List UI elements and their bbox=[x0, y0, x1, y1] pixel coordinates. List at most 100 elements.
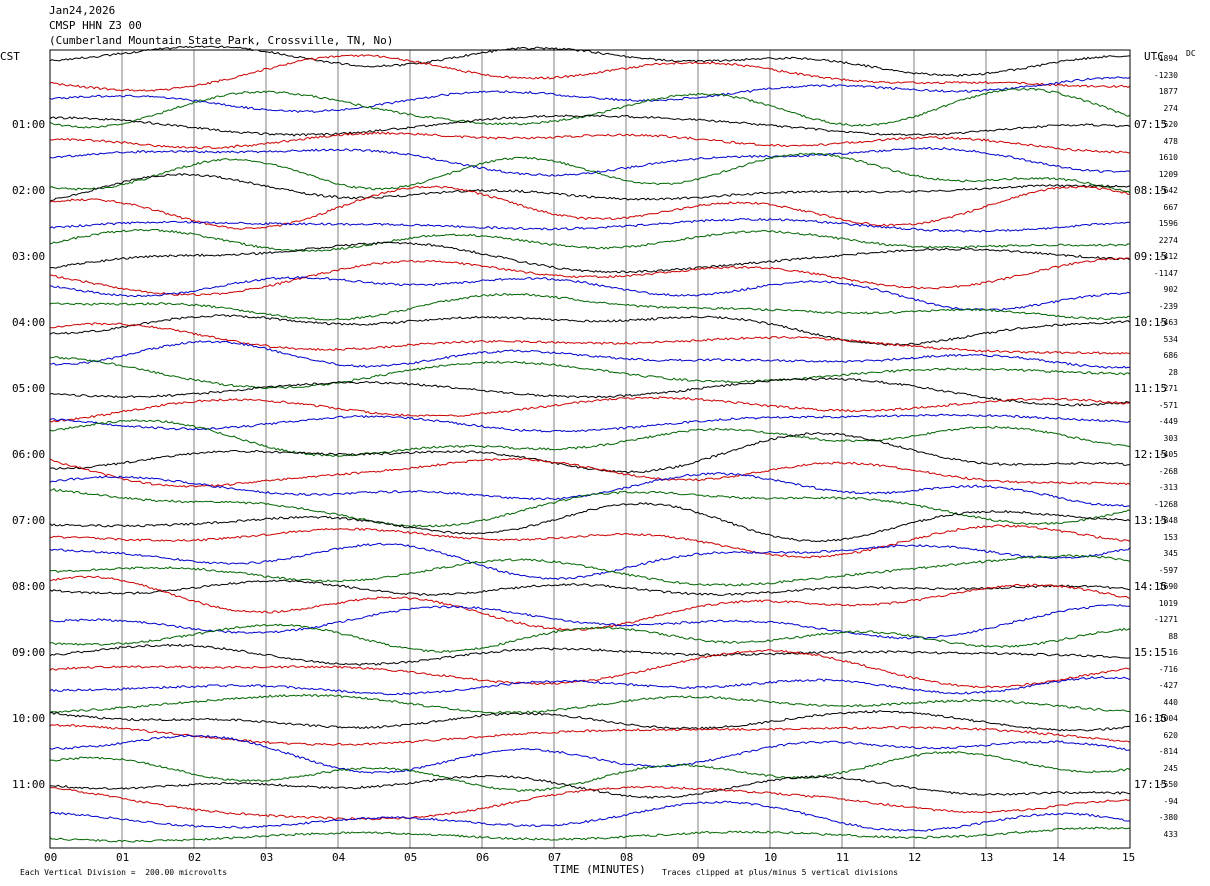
scale-note: Each Vertical Division = 200.00 microvol… bbox=[20, 868, 228, 877]
x-tick-label: 07 bbox=[548, 851, 562, 864]
dc-offset-label: -597 bbox=[1158, 565, 1178, 575]
dc-offset-label: -1230 bbox=[1153, 70, 1178, 80]
dc-offset-label: 686 bbox=[1163, 351, 1178, 360]
trace-row-23 bbox=[49, 419, 1131, 457]
plot-border bbox=[49, 49, 1131, 849]
left-hour-label: 05:00 bbox=[12, 382, 46, 395]
dc-offset-label: 520 bbox=[1163, 120, 1178, 129]
trace-row-1 bbox=[49, 54, 1131, 92]
dc-offset-label: 345 bbox=[1163, 549, 1178, 558]
x-tick-label: 08 bbox=[620, 851, 634, 864]
right-hour-label: 17:15 bbox=[1134, 778, 1168, 791]
right-hour-label: 10:15 bbox=[1134, 316, 1168, 329]
trace-row-43 bbox=[49, 750, 1131, 792]
header-station: CMSP HHN Z3 00 bbox=[49, 19, 142, 32]
dc-offset-label: 534 bbox=[1163, 334, 1178, 344]
x-tick-label: 05 bbox=[404, 851, 418, 864]
dc-offset-label: 1877 bbox=[1158, 87, 1178, 96]
right-hour-label: 15:15 bbox=[1134, 646, 1168, 659]
left-hour-label: 08:00 bbox=[12, 580, 46, 593]
right-hour-label: 07:15 bbox=[1134, 118, 1168, 131]
trace-row-25 bbox=[49, 457, 1131, 488]
x-tick-label: 00 bbox=[44, 851, 58, 864]
right-hour-label: 14:15 bbox=[1134, 580, 1168, 593]
dc-offset-label: -642 bbox=[1158, 186, 1178, 195]
dc-offset-label: 28 bbox=[1168, 367, 1178, 377]
trace-row-7 bbox=[49, 152, 1131, 194]
x-tick-label: 04 bbox=[332, 851, 346, 864]
x-tick-label: 13 bbox=[980, 851, 994, 864]
right-hour-label: 11:15 bbox=[1134, 382, 1168, 395]
dc-offset-label: -313 bbox=[1158, 483, 1178, 492]
trace-row-17 bbox=[49, 322, 1130, 355]
trace-row-24 bbox=[49, 431, 1130, 474]
left-hour-label: 06:00 bbox=[12, 448, 46, 461]
x-tick-label: 09 bbox=[692, 851, 706, 864]
dc-offset-label: -848 bbox=[1158, 516, 1178, 525]
left-hour-label: 07:00 bbox=[12, 514, 46, 527]
trace-row-5 bbox=[49, 131, 1131, 154]
trace-row-2 bbox=[49, 76, 1131, 114]
trace-row-12 bbox=[49, 241, 1131, 274]
trace-row-47 bbox=[49, 826, 1131, 843]
left-timezone-label: CST bbox=[0, 50, 20, 63]
dc-offset-label: 274 bbox=[1163, 103, 1178, 113]
dc-offset-label: -814 bbox=[1158, 747, 1178, 756]
dc-offset-label: -449 bbox=[1158, 417, 1178, 426]
seismic-traces bbox=[49, 45, 1131, 843]
left-hour-label: 03:00 bbox=[12, 250, 46, 263]
x-tick-label: 15 bbox=[1122, 851, 1136, 864]
dc-offset-label: -380 bbox=[1158, 813, 1178, 822]
trace-row-31 bbox=[49, 554, 1131, 587]
dc-offset-label: 245 bbox=[1163, 763, 1178, 773]
dc-offset-label: -1004 bbox=[1153, 714, 1178, 723]
trace-row-6 bbox=[49, 146, 1131, 177]
dc-offset-label: -412 bbox=[1158, 252, 1178, 261]
trace-row-40 bbox=[49, 709, 1131, 732]
dc-offset-label: 902 bbox=[1163, 285, 1178, 294]
left-hour-label: 04:00 bbox=[12, 316, 46, 329]
trace-row-10 bbox=[49, 217, 1131, 233]
left-hour-label: 09:00 bbox=[12, 646, 46, 659]
dc-offset-label: 153 bbox=[1163, 532, 1178, 542]
left-hour-label: 01:00 bbox=[12, 118, 46, 131]
trace-row-44 bbox=[49, 774, 1131, 799]
dc-offset-label: 1610 bbox=[1158, 153, 1178, 162]
trace-row-41 bbox=[49, 723, 1131, 746]
trace-row-35 bbox=[49, 623, 1131, 653]
x-tick-label: 06 bbox=[476, 851, 490, 864]
trace-row-15 bbox=[49, 292, 1131, 321]
trace-row-8 bbox=[49, 173, 1131, 202]
x-tick-label: 03 bbox=[260, 851, 274, 864]
x-tick-label: 12 bbox=[908, 851, 922, 864]
right-hour-label: 13:15 bbox=[1134, 514, 1168, 527]
right-hour-label: 09:15 bbox=[1134, 250, 1168, 263]
x-tick-label: 10 bbox=[764, 851, 778, 864]
clip-note: Traces clipped at plus/minus 5 vertical … bbox=[662, 868, 899, 877]
trace-row-4 bbox=[49, 114, 1131, 137]
dc-offset-label: -405 bbox=[1158, 450, 1178, 459]
dc-offset-label: -239 bbox=[1158, 301, 1178, 311]
minute-gridlines bbox=[49, 50, 1131, 848]
trace-row-42 bbox=[49, 734, 1131, 775]
trace-row-22 bbox=[49, 413, 1131, 433]
x-tick-label: 14 bbox=[1052, 851, 1066, 864]
trace-row-37 bbox=[49, 649, 1131, 689]
trace-row-36 bbox=[49, 643, 1130, 666]
trace-row-21 bbox=[49, 396, 1130, 423]
trace-row-3 bbox=[49, 87, 1131, 129]
left-hour-label: 11:00 bbox=[12, 778, 46, 791]
dc-offset-label: 620 bbox=[1163, 730, 1178, 740]
dc-offset-label: -1894 bbox=[1153, 54, 1178, 63]
dc-offset-label: 667 bbox=[1163, 202, 1178, 212]
dc-offset-label: -1271 bbox=[1153, 615, 1178, 624]
dc-offset-label: -268 bbox=[1158, 466, 1178, 476]
dc-offset-label: 440 bbox=[1163, 697, 1178, 707]
dc-offset-label: 1209 bbox=[1158, 169, 1178, 179]
dc-offset-label: -716 bbox=[1158, 664, 1178, 674]
dc-offset-label: 433 bbox=[1163, 829, 1178, 839]
trace-row-20 bbox=[49, 377, 1131, 407]
dc-offset-label: 88 bbox=[1168, 631, 1178, 641]
x-axis-title: TIME (MINUTES) bbox=[553, 863, 646, 876]
